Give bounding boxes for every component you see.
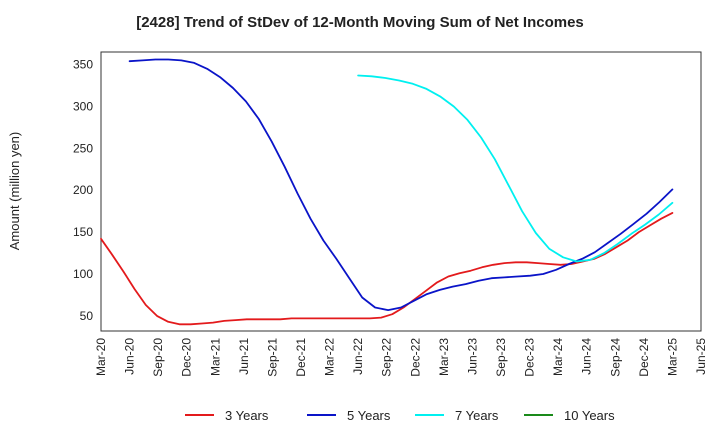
series-5-years-line	[128, 58, 674, 311]
x-tick-label: Sep-22	[380, 338, 394, 377]
x-tick-label: Dec-20	[180, 338, 194, 377]
axis-layer: Mar-20 Jun-20 Sep-20 Dec-20 Mar-21 Jun-21 Sep-…	[73, 51, 708, 377]
x-tick-label: Mar-20	[94, 338, 108, 376]
legend-label: 5 Years	[347, 408, 391, 423]
legend-label: 10 Years	[564, 408, 615, 423]
x-tick-label: Dec-22	[408, 338, 422, 377]
legend: 3 Years 5 Years 7 Years 10 Years	[185, 408, 615, 423]
y-tick-label: 350	[73, 58, 93, 72]
x-tick-label: Mar-22	[323, 338, 337, 376]
x-tick-label: Jun-20	[123, 338, 137, 375]
y-tick-label: 150	[73, 225, 93, 239]
y-tick-label: 50	[80, 309, 94, 323]
x-tick-label: Sep-24	[608, 338, 622, 377]
y-tick-label: 200	[73, 183, 93, 197]
y-tick-label: 100	[73, 267, 93, 281]
x-tick-label: Jun-21	[237, 338, 251, 375]
x-tick-label: Mar-24	[551, 338, 565, 376]
legend-label: 3 Years	[225, 408, 269, 423]
y-tick-label: 300	[73, 99, 93, 113]
series-3-years-line	[100, 212, 674, 326]
x-tick-label: Jun-22	[351, 338, 365, 375]
legend-label: 7 Years	[455, 408, 499, 423]
x-tick-label: Dec-23	[523, 338, 537, 377]
x-tick-label: Jun-25	[694, 338, 708, 375]
x-tick-label: Dec-21	[294, 338, 308, 377]
chart-title: [2428] Trend of StDev of 12-Month Moving…	[136, 14, 584, 31]
x-tick-label: Mar-23	[437, 338, 451, 376]
plot-frame	[100, 51, 702, 332]
series-7-years-line	[357, 74, 674, 263]
y-axis-label: Amount (million yen)	[7, 132, 22, 251]
x-tick-label: Sep-21	[265, 338, 279, 377]
x-tick-label: Sep-23	[494, 338, 508, 377]
x-tick-label: Sep-20	[151, 338, 165, 377]
y-tick-label: 250	[73, 141, 93, 155]
x-tick-label: Jun-23	[465, 338, 479, 375]
series-layer	[100, 58, 674, 326]
x-tick-label: Dec-24	[637, 338, 651, 377]
x-tick-label: Mar-25	[665, 338, 679, 376]
x-tick-label: Jun-24	[580, 338, 594, 375]
x-tick-label: Mar-21	[208, 338, 222, 376]
